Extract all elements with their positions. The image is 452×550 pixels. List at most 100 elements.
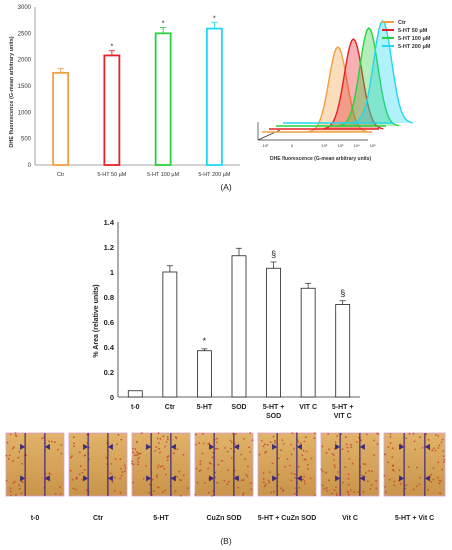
bar	[266, 267, 281, 398]
cell-dot	[440, 480, 442, 482]
cell-dot	[242, 494, 245, 496]
histogram-curve	[352, 19, 413, 124]
arrow-marker	[296, 475, 302, 482]
arrow-marker	[359, 475, 365, 482]
micrograph	[131, 432, 191, 497]
cell-dot	[336, 435, 339, 437]
cell-dot	[84, 454, 86, 457]
cell-dot	[194, 493, 197, 496]
cell-dot	[57, 448, 59, 451]
y-tick-label: 1.4	[104, 218, 115, 227]
arrow-marker	[170, 475, 176, 482]
arrow-marker	[399, 443, 405, 450]
cell-dot	[334, 441, 337, 444]
cell-dot	[438, 482, 441, 485]
cell-dot	[350, 446, 353, 448]
y-tick-label: 2000	[18, 58, 32, 64]
cell-dot	[335, 492, 338, 495]
cell-dot	[117, 433, 120, 436]
cell-dot	[227, 469, 230, 472]
cell-dot	[5, 479, 8, 482]
cell-dot	[434, 434, 437, 436]
micrograph-label: CuZn SOD	[207, 515, 242, 522]
cell-dot	[405, 484, 408, 487]
cell-dot	[366, 480, 369, 483]
x-tick-labels: Ctr 5-HT 50 µM 5-HT 100 µM 5-HT 200 µM	[57, 172, 231, 178]
cell-dot	[415, 485, 418, 488]
cell-dot	[347, 477, 350, 480]
y-tick-labels: 0 0.2 0.4 0.6 0.8 1 1.2 1.4	[104, 218, 115, 402]
cell-dot	[333, 454, 335, 456]
arrow-marker	[146, 475, 152, 482]
x-tick-label: t-0	[131, 404, 140, 411]
y-axis-label: DHE fluorescence (G-mean arbitrary units…	[9, 36, 15, 147]
cell-dot	[85, 489, 88, 492]
cell-dot	[294, 473, 296, 476]
area-bar-chart: % Area (relative units) 0 0.2 0.4 0.6 0.8 1 1.…	[93, 218, 360, 420]
arrow-marker	[107, 443, 113, 450]
cell-dot	[18, 484, 21, 487]
cell-dot	[208, 491, 210, 494]
cell-dot	[419, 476, 422, 479]
micrograph-label: Vit C	[342, 515, 358, 522]
cell-dot	[404, 487, 407, 490]
cell-dot	[264, 485, 266, 488]
cell-dot	[156, 437, 159, 440]
cell-dot	[353, 491, 356, 493]
cell-dot	[230, 457, 233, 459]
cell-dot	[301, 454, 304, 456]
cell-dot	[265, 450, 267, 453]
cell-dot	[322, 484, 324, 487]
cell-dot	[139, 452, 142, 455]
cell-dot	[73, 445, 75, 448]
cell-dot	[360, 439, 362, 442]
cell-dot	[364, 472, 367, 474]
cell-dot	[344, 466, 347, 468]
cell-dot	[157, 464, 160, 467]
cell-dot	[48, 440, 50, 443]
cell-dot	[387, 461, 390, 464]
cell-dot	[124, 467, 127, 469]
cell-dot	[438, 479, 441, 482]
bar	[103, 54, 121, 166]
cell-dot	[328, 479, 330, 482]
y-tick-label: 3000	[18, 5, 32, 11]
cell-dot	[71, 455, 73, 458]
x-tick-label: VIT C	[299, 404, 317, 411]
cell-dot	[211, 495, 214, 497]
cell-dot	[113, 476, 116, 479]
arrow-marker	[107, 475, 113, 482]
micrograph	[5, 432, 65, 497]
cell-dot	[216, 447, 219, 450]
cell-dot	[286, 458, 289, 460]
cell-dot	[280, 449, 282, 451]
cell-dot	[250, 488, 253, 491]
histogram-x-axis-label: DHE fluorescence (G-mean arbitrary units…	[270, 156, 371, 162]
cell-dot	[240, 453, 243, 456]
cell-dot	[413, 440, 416, 443]
arrow-marker	[272, 475, 278, 482]
cell-dot	[135, 441, 138, 443]
cell-dot	[20, 480, 23, 483]
cell-dot	[362, 490, 365, 493]
cell-dot	[14, 432, 17, 434]
cell-dot	[111, 481, 114, 484]
cell-dot	[246, 465, 249, 468]
cell-dot	[249, 432, 252, 434]
bars: * § §	[127, 247, 351, 398]
cell-dot	[289, 464, 291, 467]
cell-dot	[244, 458, 247, 460]
arrow-marker	[170, 443, 176, 450]
cell-dot	[441, 468, 443, 471]
cell-dot	[393, 480, 396, 483]
cell-dot	[54, 493, 57, 495]
cell-dot	[430, 481, 433, 483]
cell-dot	[346, 490, 349, 493]
cell-dot	[268, 481, 271, 484]
cell-dot	[328, 448, 330, 451]
micrograph-field	[257, 432, 317, 497]
cell-dot	[60, 444, 63, 446]
cell-dot	[326, 487, 328, 489]
cell-dot	[430, 473, 433, 476]
cell-dot	[301, 478, 304, 481]
